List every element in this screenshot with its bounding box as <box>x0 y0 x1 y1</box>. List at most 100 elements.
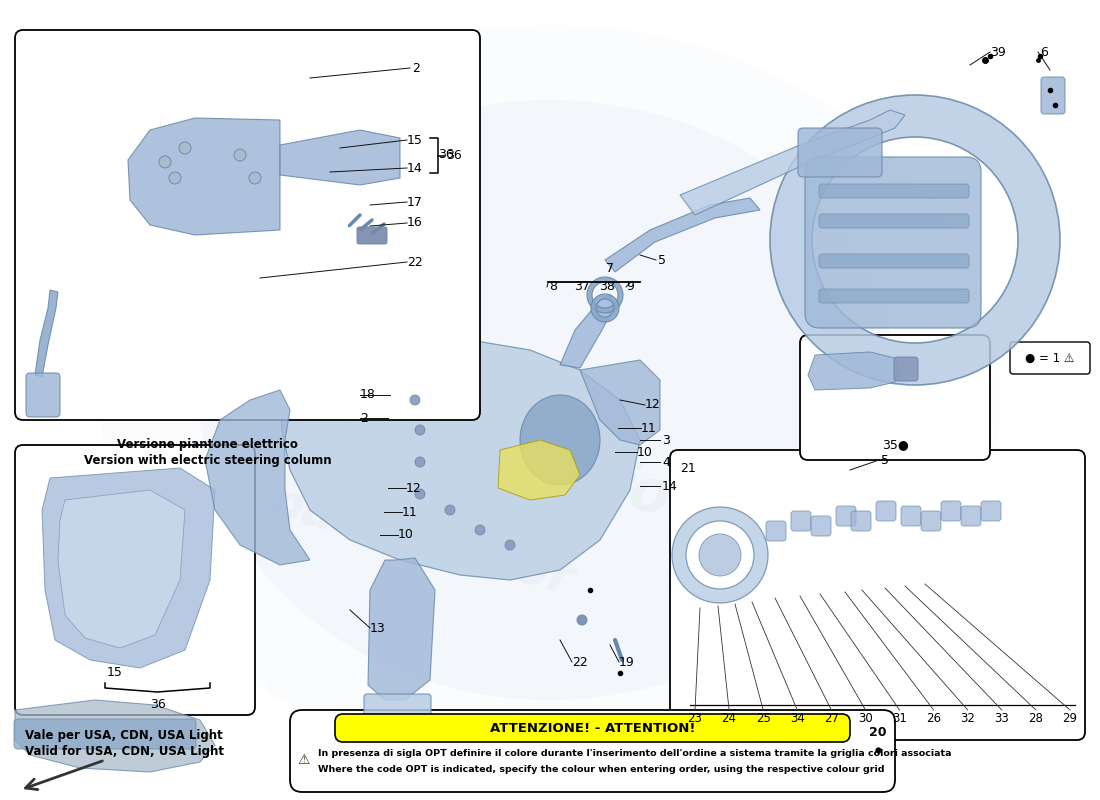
FancyBboxPatch shape <box>14 719 196 749</box>
Polygon shape <box>42 468 214 668</box>
FancyBboxPatch shape <box>364 694 431 726</box>
Circle shape <box>249 172 261 184</box>
Text: 12: 12 <box>406 482 421 494</box>
Text: 14: 14 <box>407 162 422 174</box>
Text: 7: 7 <box>606 262 614 274</box>
Polygon shape <box>680 110 905 215</box>
FancyBboxPatch shape <box>15 30 480 420</box>
Circle shape <box>415 425 425 435</box>
FancyBboxPatch shape <box>26 373 60 417</box>
Circle shape <box>415 489 425 499</box>
Text: 26: 26 <box>926 711 942 725</box>
Polygon shape <box>25 450 230 695</box>
Polygon shape <box>35 290 58 377</box>
Text: 13: 13 <box>370 622 386 634</box>
Text: 14: 14 <box>662 479 678 493</box>
Text: 11: 11 <box>641 422 657 434</box>
FancyBboxPatch shape <box>670 450 1085 740</box>
FancyBboxPatch shape <box>901 506 921 526</box>
Text: 6: 6 <box>1040 46 1048 58</box>
Text: 20: 20 <box>869 726 887 738</box>
Text: 30: 30 <box>858 711 872 725</box>
Text: Valid for USA, CDN, USA Light: Valid for USA, CDN, USA Light <box>25 745 224 758</box>
Ellipse shape <box>200 100 900 700</box>
Polygon shape <box>280 340 640 580</box>
FancyBboxPatch shape <box>836 506 856 526</box>
Text: 2: 2 <box>360 411 367 425</box>
FancyBboxPatch shape <box>811 516 830 536</box>
Text: 4: 4 <box>662 455 670 469</box>
Text: 38: 38 <box>600 281 615 294</box>
FancyBboxPatch shape <box>851 511 871 531</box>
Polygon shape <box>58 490 185 648</box>
FancyBboxPatch shape <box>876 501 896 521</box>
FancyBboxPatch shape <box>766 521 786 541</box>
FancyBboxPatch shape <box>798 128 882 177</box>
Text: 12: 12 <box>645 398 661 411</box>
Text: Versione piantone elettrico: Versione piantone elettrico <box>117 438 298 451</box>
Text: 28: 28 <box>1028 711 1043 725</box>
FancyBboxPatch shape <box>820 254 969 268</box>
Ellipse shape <box>520 395 600 485</box>
Text: ⚠: ⚠ <box>298 753 310 767</box>
Text: 33: 33 <box>994 711 1009 725</box>
Ellipse shape <box>100 25 1000 775</box>
Text: ATTENZIONE! - ATTENTION!: ATTENZIONE! - ATTENTION! <box>490 722 695 734</box>
Text: 36: 36 <box>150 698 165 710</box>
Polygon shape <box>560 295 615 368</box>
Circle shape <box>415 457 425 467</box>
Text: Vale per USA, CDN, USA Light: Vale per USA, CDN, USA Light <box>25 729 222 742</box>
FancyBboxPatch shape <box>290 710 895 792</box>
FancyBboxPatch shape <box>791 511 811 531</box>
FancyBboxPatch shape <box>1041 77 1065 114</box>
Text: 24: 24 <box>722 711 737 725</box>
Text: 27: 27 <box>824 711 839 725</box>
FancyBboxPatch shape <box>805 157 981 328</box>
Circle shape <box>410 395 420 405</box>
Text: 2: 2 <box>412 62 420 74</box>
Text: 10: 10 <box>637 446 653 458</box>
Text: 35●: 35● <box>881 438 909 451</box>
FancyBboxPatch shape <box>894 357 918 381</box>
Polygon shape <box>498 440 580 500</box>
Text: 19: 19 <box>619 655 635 669</box>
Circle shape <box>234 149 246 161</box>
Text: Version with electric steering column: Version with electric steering column <box>84 454 331 467</box>
FancyBboxPatch shape <box>961 506 981 526</box>
FancyBboxPatch shape <box>820 214 969 228</box>
Circle shape <box>160 156 170 168</box>
FancyBboxPatch shape <box>820 184 969 198</box>
FancyBboxPatch shape <box>921 511 940 531</box>
Polygon shape <box>605 198 760 272</box>
Text: 16: 16 <box>407 217 422 230</box>
Text: In presenza di sigla OPT definire il colore durante l'inserimento dell'ordine a : In presenza di sigla OPT definire il col… <box>318 749 952 758</box>
Polygon shape <box>128 118 280 235</box>
FancyArrowPatch shape <box>25 761 102 790</box>
Text: 36: 36 <box>446 149 462 162</box>
Polygon shape <box>45 72 395 300</box>
FancyBboxPatch shape <box>800 335 990 460</box>
Text: 31: 31 <box>892 711 907 725</box>
FancyBboxPatch shape <box>358 227 387 244</box>
Text: 9: 9 <box>626 281 634 294</box>
FancyBboxPatch shape <box>336 714 850 742</box>
FancyBboxPatch shape <box>940 501 961 521</box>
Text: 25: 25 <box>756 711 771 725</box>
Ellipse shape <box>698 534 741 576</box>
Text: 37: 37 <box>574 281 590 294</box>
Circle shape <box>169 172 182 184</box>
Text: 22: 22 <box>572 655 587 669</box>
Text: passion for: passion for <box>336 385 705 535</box>
Text: 21: 21 <box>680 462 695 474</box>
FancyBboxPatch shape <box>1010 342 1090 374</box>
Circle shape <box>505 540 515 550</box>
Polygon shape <box>15 700 214 772</box>
Text: 15: 15 <box>107 666 123 679</box>
Text: 36: 36 <box>438 149 453 162</box>
Circle shape <box>475 525 485 535</box>
Text: 5: 5 <box>881 454 889 466</box>
Text: 18: 18 <box>360 389 376 402</box>
Text: 22: 22 <box>407 255 422 269</box>
Polygon shape <box>808 352 900 390</box>
Text: 3: 3 <box>662 434 670 446</box>
